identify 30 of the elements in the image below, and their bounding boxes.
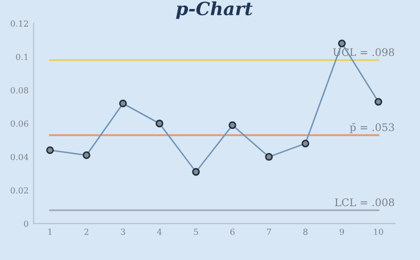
point — [119, 100, 127, 108]
x-tick-label: 4 — [157, 228, 162, 235]
x-tick-label: 2 — [84, 228, 88, 235]
x-tick-label: 9 — [340, 228, 344, 235]
point — [374, 98, 382, 106]
x-tick-label: 10 — [374, 228, 384, 235]
point — [228, 121, 236, 129]
point — [265, 153, 273, 161]
x-tick-label: 5 — [194, 228, 198, 235]
point — [302, 140, 310, 148]
x-tick-label: 3 — [120, 228, 126, 235]
y-tick-label: 0.12 — [10, 20, 28, 27]
point — [46, 146, 54, 154]
x-tick-label: 7 — [266, 228, 271, 235]
point — [192, 168, 200, 176]
y-tick-label: 0 — [24, 220, 28, 227]
point — [156, 120, 164, 128]
y-tick-label: 0.06 — [10, 120, 28, 127]
y-tick-label: 0.04 — [10, 154, 28, 160]
x-tick-label: 1 — [48, 228, 52, 235]
point — [82, 151, 90, 160]
y-tick-label: 0.08 — [10, 87, 28, 94]
y-tick-label: 0.02 — [10, 187, 28, 194]
point — [338, 40, 346, 48]
ref-line-label: p̄ = .053 — [350, 123, 394, 134]
x-tick-label: 8 — [303, 228, 308, 235]
ref-line-label: LCL = .008 — [335, 198, 394, 206]
x-tick-label: 6 — [230, 228, 235, 235]
y-tick-label: 0.1 — [16, 54, 28, 60]
chart-title: p-Chart — [176, 1, 253, 19]
